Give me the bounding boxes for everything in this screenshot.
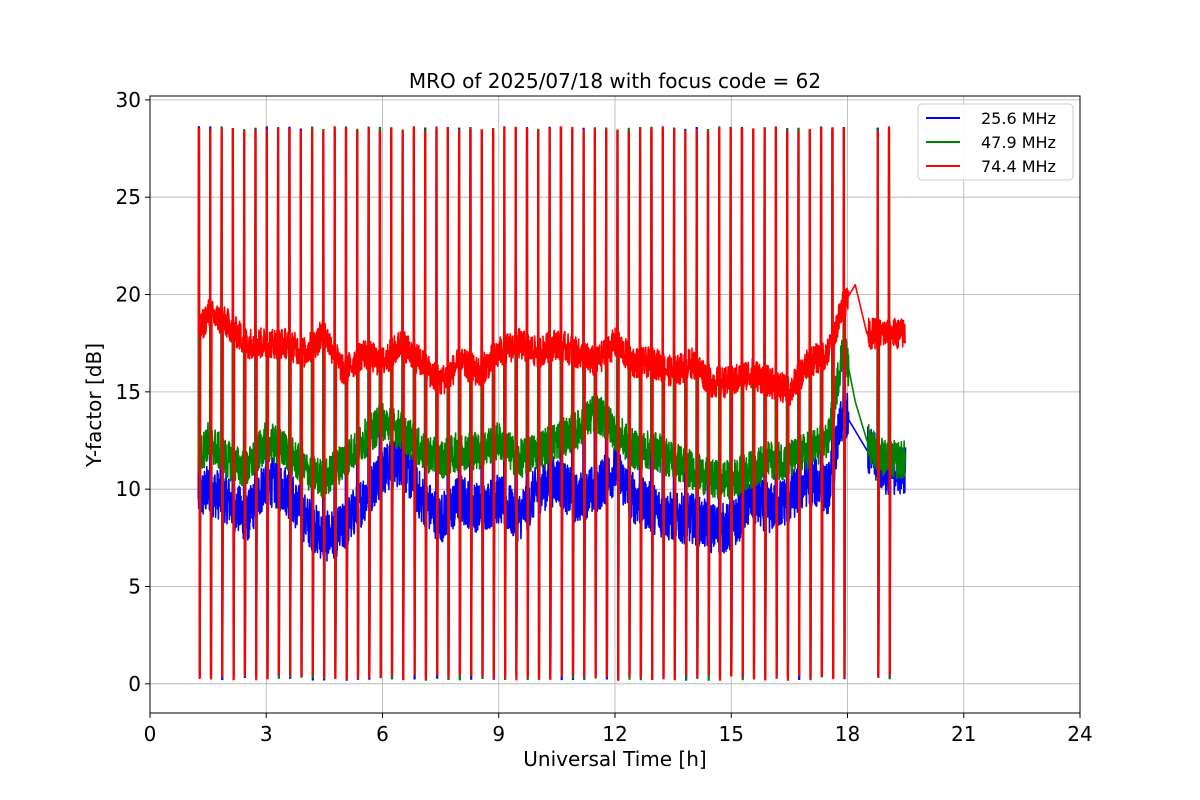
calibration-spike — [322, 130, 326, 679]
calibration-spike — [231, 128, 236, 681]
y-axis-label: Y-factor [dB] — [82, 343, 106, 468]
calibration-spike — [729, 127, 734, 677]
x-tick-label: 6 — [376, 722, 389, 746]
calibration-spike — [491, 129, 496, 679]
calibration-spike — [672, 128, 677, 681]
x-tick-label: 18 — [835, 722, 860, 746]
calibration-spike — [797, 130, 801, 676]
calibration-spike — [220, 128, 224, 678]
series-layer — [197, 126, 907, 681]
calibration-spike — [412, 126, 417, 676]
y-tick-label: 20 — [116, 283, 141, 307]
calibration-spike — [695, 129, 700, 678]
calibration-spike — [265, 129, 270, 680]
legend[interactable]: 25.6 MHz 47.9 MHz 74.4 MHz — [917, 103, 1074, 181]
x-tick-label: 24 — [1067, 722, 1092, 746]
calibration-spike — [401, 130, 405, 681]
calibration-spike — [616, 129, 620, 681]
calibration-spike — [254, 130, 258, 681]
calibration-spike — [887, 126, 892, 676]
calibration-spike — [740, 128, 745, 677]
calibration-spike — [355, 130, 360, 679]
calibration-spike — [638, 127, 643, 679]
legend-box — [917, 103, 1074, 181]
x-axis-label: Universal Time [h] — [523, 747, 706, 771]
calibration-spike — [559, 126, 564, 677]
legend-entry: 74.4 MHz — [981, 157, 1056, 176]
calibration-spike — [378, 131, 383, 678]
calibration-spike — [808, 129, 813, 679]
x-tick-label: 9 — [492, 722, 505, 746]
calibration-spike — [717, 127, 722, 681]
calibration-spike — [706, 131, 711, 676]
calibration-spike — [503, 126, 507, 679]
calibration-spike — [774, 126, 779, 679]
calibration-spike — [876, 130, 881, 678]
calibration-spike — [831, 127, 835, 680]
y-tick-label: 25 — [116, 185, 141, 209]
calibration-spike — [548, 128, 553, 680]
calibration-spike — [344, 127, 349, 681]
calibration-spike — [469, 128, 473, 676]
calibration-spike — [446, 127, 451, 679]
calibration-spike — [480, 129, 485, 677]
calibration-spike — [819, 127, 824, 677]
legend-entry: 25.6 MHz — [981, 109, 1056, 128]
x-axis: 0 3 6 9 12 15 18 21 24 — [144, 713, 1093, 746]
calibration-spike — [763, 128, 767, 681]
x-tick-label: 15 — [719, 722, 744, 746]
calibration-spike — [570, 126, 575, 676]
calibration-spike — [333, 126, 338, 679]
calibration-spike — [457, 130, 462, 676]
chart-title: MRO of 2025/07/18 with focus code = 62 — [409, 69, 821, 93]
calibration-spike — [593, 129, 598, 678]
calibration-spike — [627, 130, 632, 677]
calibration-spike — [367, 126, 372, 679]
calibration-spike — [242, 130, 247, 678]
calibration-spike — [650, 127, 654, 680]
calibration-spike — [751, 128, 756, 680]
calibration-spike — [785, 130, 790, 681]
calibration-spike — [299, 130, 304, 677]
y-tick-label: 5 — [128, 574, 141, 598]
y-axis: 0 5 10 15 20 25 30 — [116, 88, 150, 696]
calibration-spike — [536, 130, 541, 680]
calibration-spike — [310, 129, 315, 676]
calibration-spike — [582, 129, 586, 678]
y-tick-label: 15 — [116, 380, 141, 404]
calibration-spike — [435, 126, 439, 676]
calibration-spike — [661, 126, 666, 679]
y-tick-label: 10 — [116, 477, 141, 501]
legend-entry: 47.9 MHz — [981, 133, 1056, 152]
y-tick-label: 0 — [128, 672, 141, 696]
calibration-spike — [276, 127, 281, 676]
x-tick-label: 3 — [260, 722, 273, 746]
calibration-spike — [514, 126, 519, 681]
x-tick-label: 21 — [951, 722, 976, 746]
calibration-spike — [423, 131, 428, 680]
calibration-spike — [604, 128, 609, 678]
calibration-spike — [842, 127, 847, 679]
calibration-spike — [684, 131, 688, 676]
y-tick-label: 30 — [116, 88, 141, 112]
x-tick-label: 12 — [602, 722, 627, 746]
calibration-spike — [389, 127, 394, 676]
calibration-spike — [288, 128, 292, 676]
calibration-spike — [197, 127, 202, 679]
calibration-spike — [525, 127, 530, 678]
calibration-spike — [208, 128, 213, 680]
x-tick-label: 0 — [144, 722, 157, 746]
